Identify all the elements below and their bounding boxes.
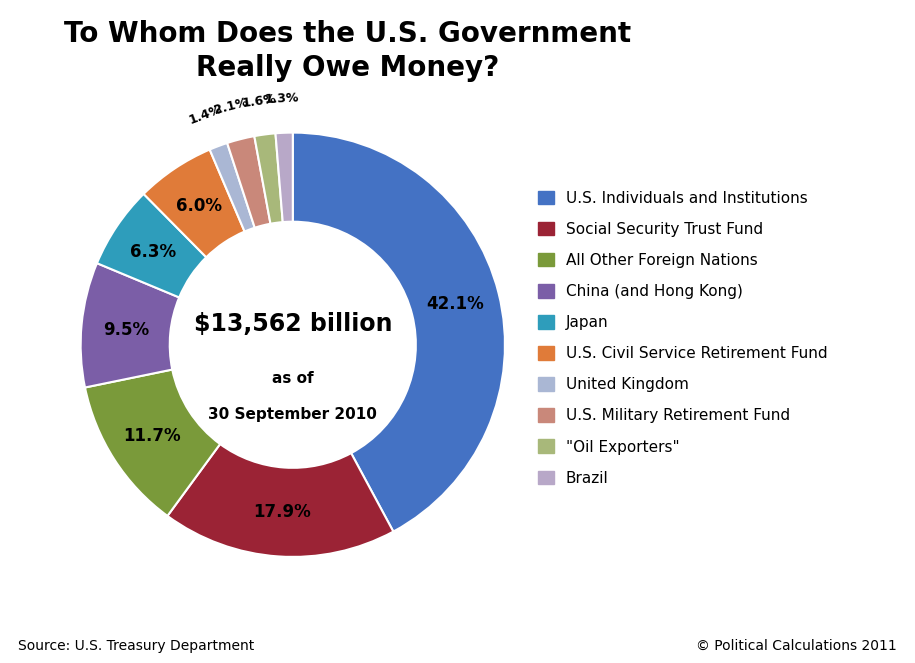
Wedge shape (275, 133, 293, 222)
Text: 42.1%: 42.1% (426, 294, 484, 312)
Wedge shape (85, 369, 221, 516)
Wedge shape (293, 133, 505, 532)
Text: 30 September 2010: 30 September 2010 (209, 407, 377, 422)
Wedge shape (97, 194, 206, 298)
Text: $13,562 billion: $13,562 billion (194, 312, 392, 335)
Text: 17.9%: 17.9% (253, 503, 310, 521)
Wedge shape (210, 143, 254, 231)
Wedge shape (144, 150, 244, 257)
Legend: U.S. Individuals and Institutions, Social Security Trust Fund, All Other Foreign: U.S. Individuals and Institutions, Socia… (538, 190, 827, 486)
Text: © Political Calculations 2011: © Political Calculations 2011 (696, 639, 897, 653)
Text: To Whom Does the U.S. Government
Really Owe Money?: To Whom Does the U.S. Government Really … (64, 20, 631, 82)
Text: 6.3%: 6.3% (130, 243, 177, 261)
Text: as of: as of (272, 371, 314, 387)
Text: Source: U.S. Treasury Department: Source: U.S. Treasury Department (18, 639, 254, 653)
Text: 9.5%: 9.5% (102, 320, 149, 339)
Text: 6.0%: 6.0% (176, 197, 221, 215)
Text: 1.6%: 1.6% (241, 92, 277, 110)
Text: 1.3%: 1.3% (264, 91, 299, 106)
Wedge shape (81, 263, 179, 387)
Wedge shape (227, 136, 271, 228)
Text: 1.4%: 1.4% (187, 103, 223, 127)
Text: 11.7%: 11.7% (124, 427, 181, 445)
Wedge shape (254, 133, 283, 223)
Text: 2.1%: 2.1% (212, 96, 249, 117)
Wedge shape (167, 444, 393, 557)
